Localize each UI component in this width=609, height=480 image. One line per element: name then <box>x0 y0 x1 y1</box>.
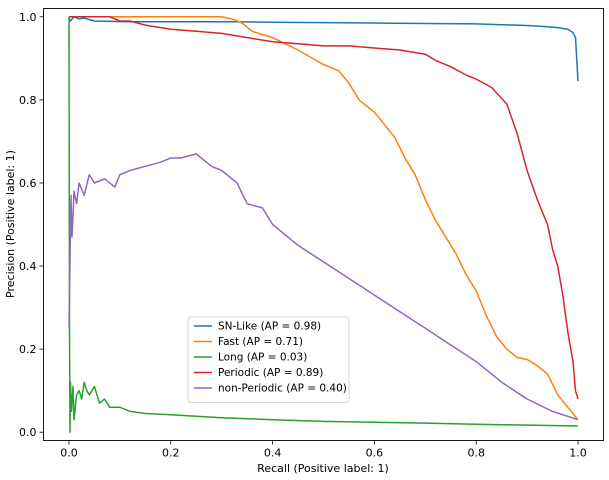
y-tick-label: 0.2 <box>19 343 37 356</box>
series-line-4 <box>68 153 579 421</box>
plot-frame <box>43 8 604 441</box>
series-line-0 <box>68 16 579 82</box>
y-tick-label: 0.4 <box>19 260 37 273</box>
y-tick-label: 0.8 <box>19 94 37 107</box>
x-tick-label: 0.8 <box>467 447 485 460</box>
y-axis-label: Precision (Positive label: 1) <box>4 150 17 298</box>
series-line-1 <box>69 16 579 421</box>
x-tick-label: 0.0 <box>60 447 78 460</box>
x-tick-label: 0.4 <box>264 447 282 460</box>
legend-label: non-Periodic (AP = 0.40) <box>218 383 347 395</box>
x-tick-label: 1.0 <box>569 447 587 460</box>
legend-label: SN-Like (AP = 0.98) <box>218 321 321 333</box>
series-layer <box>68 16 579 433</box>
y-tick-label: 0.6 <box>19 177 37 190</box>
y-tick-label: 1.0 <box>19 11 37 24</box>
series-line-3 <box>69 16 579 400</box>
legend-label: Periodic (AP = 0.89) <box>218 367 323 379</box>
series-line-2 <box>68 16 579 433</box>
x-axis-label: Recall (Positive label: 1) <box>257 462 389 475</box>
y-axis: 0.0 0.2 0.4 0.6 0.8 1.0 <box>19 11 44 439</box>
legend-label: Long (AP = 0.03) <box>218 352 307 364</box>
x-axis: 0.0 0.2 0.4 0.6 0.8 1.0 <box>60 440 587 460</box>
y-tick-label: 0.0 <box>19 426 37 439</box>
legend: SN-Like (AP = 0.98) Fast (AP = 0.71) Long … <box>187 316 350 403</box>
x-tick-label: 0.2 <box>162 447 180 460</box>
legend-label: Fast (AP = 0.71) <box>218 336 303 348</box>
legend-box <box>187 316 350 403</box>
x-tick-label: 0.6 <box>366 447 384 460</box>
